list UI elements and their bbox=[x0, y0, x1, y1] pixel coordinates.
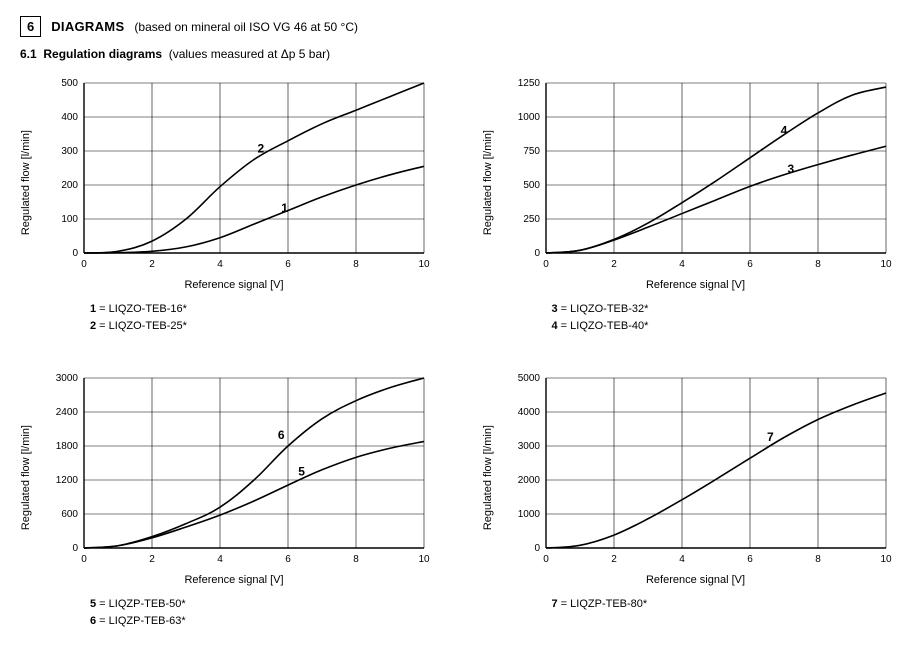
y-tick-label: 400 bbox=[61, 112, 78, 123]
curve-label: 3 bbox=[787, 162, 794, 176]
x-tick-label: 6 bbox=[285, 554, 291, 565]
x-tick-label: 4 bbox=[217, 554, 223, 565]
subsection-title: Regulation diagrams bbox=[43, 47, 162, 61]
curve-label: 7 bbox=[767, 430, 774, 444]
curve bbox=[84, 441, 424, 548]
y-axis-label: Regulated flow [l/min] bbox=[20, 425, 32, 530]
chart-svg: 0 2 4 6 8 10 0 250 500 750 1000 1250 3 4 bbox=[500, 75, 892, 275]
x-tick-label: 4 bbox=[679, 554, 685, 565]
section-note: (based on mineral oil ISO VG 46 at 50 °C… bbox=[134, 20, 358, 34]
y-tick-label: 500 bbox=[61, 78, 78, 89]
chart-panel: Regulated flow [l/min] 0 2 4 6 8 10 0 600 1200 18… bbox=[20, 370, 442, 629]
x-tick-label: 10 bbox=[880, 554, 892, 565]
x-axis-label: Reference signal [V] bbox=[184, 279, 283, 291]
curve-label: 1 bbox=[281, 201, 288, 215]
x-tick-label: 2 bbox=[611, 554, 617, 565]
y-tick-label: 2400 bbox=[56, 407, 79, 418]
chart-legend: 7 = LIQZP-TEB-80* bbox=[552, 596, 904, 613]
section-number-box: 6 bbox=[20, 16, 41, 37]
y-tick-label: 1000 bbox=[517, 112, 540, 123]
y-tick-label: 100 bbox=[61, 214, 78, 225]
x-tick-label: 4 bbox=[679, 259, 685, 270]
x-tick-label: 0 bbox=[543, 259, 549, 270]
curve bbox=[546, 146, 886, 253]
y-tick-label: 250 bbox=[523, 214, 540, 225]
x-tick-label: 0 bbox=[543, 554, 549, 565]
curve bbox=[84, 166, 424, 253]
curve-label: 5 bbox=[298, 464, 305, 478]
x-tick-label: 8 bbox=[815, 554, 821, 565]
y-tick-label: 600 bbox=[61, 509, 78, 520]
x-tick-label: 2 bbox=[611, 259, 617, 270]
x-axis-label: Reference signal [V] bbox=[646, 574, 745, 586]
y-tick-label: 0 bbox=[534, 248, 540, 259]
chart-svg: 0 2 4 6 8 10 0 600 1200 1800 2400 3000 5 6 bbox=[38, 370, 430, 570]
x-tick-label: 10 bbox=[418, 259, 430, 270]
y-axis-label: Regulated flow [l/min] bbox=[482, 130, 494, 235]
x-tick-label: 6 bbox=[747, 259, 753, 270]
x-tick-label: 6 bbox=[285, 259, 291, 270]
y-tick-label: 5000 bbox=[517, 373, 540, 384]
y-axis-label: Regulated flow [l/min] bbox=[20, 130, 32, 235]
subsection-note: (values measured at Δp 5 bar) bbox=[169, 47, 330, 61]
y-tick-label: 0 bbox=[72, 248, 78, 259]
y-tick-label: 200 bbox=[61, 180, 78, 191]
y-tick-label: 4000 bbox=[517, 407, 540, 418]
curve-label: 4 bbox=[780, 124, 787, 138]
charts-grid: Regulated flow [l/min] 02468100100200300… bbox=[20, 75, 903, 629]
y-axis-label: Regulated flow [l/min] bbox=[482, 425, 494, 530]
chart-svg: 0 2 4 6 8 10 0 1000 2000 3000 4000 5000 7 bbox=[500, 370, 892, 570]
legend-item: 6 = LIQZP-TEB-63* bbox=[90, 613, 442, 630]
curve bbox=[84, 378, 424, 548]
y-tick-label: 3000 bbox=[56, 373, 79, 384]
x-tick-label: 8 bbox=[353, 259, 359, 270]
x-tick-label: 10 bbox=[418, 554, 430, 565]
x-tick-label: 2 bbox=[149, 259, 155, 270]
x-tick-label: 10 bbox=[880, 259, 892, 270]
legend-item: 2 = LIQZO-TEB-25* bbox=[90, 318, 442, 335]
x-axis-label: Reference signal [V] bbox=[184, 574, 283, 586]
y-tick-label: 500 bbox=[523, 180, 540, 191]
legend-item: 7 = LIQZP-TEB-80* bbox=[552, 596, 904, 613]
curve bbox=[546, 393, 886, 548]
x-tick-label: 0 bbox=[81, 259, 87, 270]
subsection-number: 6.1 bbox=[20, 47, 37, 61]
x-tick-label: 2 bbox=[149, 554, 155, 565]
y-tick-label: 1000 bbox=[517, 509, 540, 520]
curve-label: 2 bbox=[257, 142, 264, 156]
x-tick-label: 6 bbox=[747, 554, 753, 565]
x-axis-label: Reference signal [V] bbox=[646, 279, 745, 291]
chart-panel: Regulated flow [l/min] 0 2 4 6 8 10 0 1000 2000 3… bbox=[482, 370, 904, 629]
x-tick-label: 0 bbox=[81, 554, 87, 565]
chart-legend: 1 = LIQZO-TEB-16*2 = LIQZO-TEB-25* bbox=[90, 301, 442, 334]
chart-panel: Regulated flow [l/min] 0 2 4 6 8 10 0 250 500 750… bbox=[482, 75, 904, 334]
y-tick-label: 0 bbox=[72, 543, 78, 554]
x-tick-label: 4 bbox=[217, 259, 223, 270]
y-tick-label: 2000 bbox=[517, 475, 540, 486]
legend-item: 5 = LIQZP-TEB-50* bbox=[90, 596, 442, 613]
legend-item: 4 = LIQZO-TEB-40* bbox=[552, 318, 904, 335]
chart-svg: 0246810010020030040050012 bbox=[38, 75, 430, 275]
x-tick-label: 8 bbox=[815, 259, 821, 270]
y-tick-label: 750 bbox=[523, 146, 540, 157]
y-tick-label: 300 bbox=[61, 146, 78, 157]
y-tick-label: 1200 bbox=[56, 475, 79, 486]
legend-item: 3 = LIQZO-TEB-32* bbox=[552, 301, 904, 318]
curve-label: 6 bbox=[278, 428, 285, 442]
y-tick-label: 0 bbox=[534, 543, 540, 554]
subsection-header: 6.1 Regulation diagrams (values measured… bbox=[20, 47, 903, 61]
legend-item: 1 = LIQZO-TEB-16* bbox=[90, 301, 442, 318]
chart-panel: Regulated flow [l/min] 02468100100200300… bbox=[20, 75, 442, 334]
x-tick-label: 8 bbox=[353, 554, 359, 565]
y-tick-label: 1250 bbox=[517, 78, 540, 89]
y-tick-label: 3000 bbox=[517, 441, 540, 452]
chart-legend: 3 = LIQZO-TEB-32*4 = LIQZO-TEB-40* bbox=[552, 301, 904, 334]
chart-legend: 5 = LIQZP-TEB-50*6 = LIQZP-TEB-63* bbox=[90, 596, 442, 629]
curve bbox=[546, 87, 886, 253]
curve bbox=[84, 83, 424, 253]
y-tick-label: 1800 bbox=[56, 441, 79, 452]
section-title: DIAGRAMS bbox=[51, 19, 124, 34]
